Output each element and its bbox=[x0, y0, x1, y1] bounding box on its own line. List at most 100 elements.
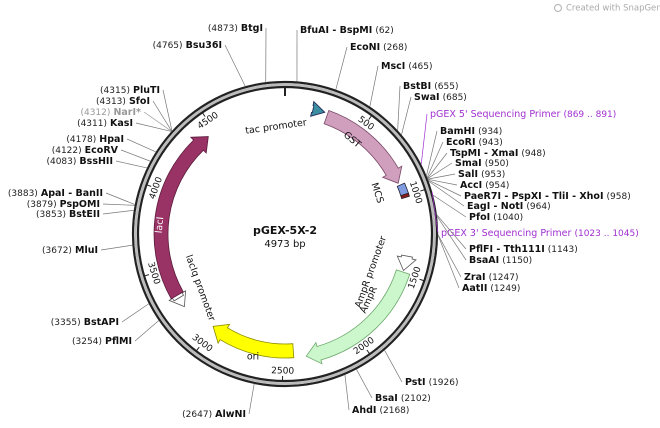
site-leader bbox=[427, 152, 448, 179]
site-name: AatII bbox=[462, 283, 487, 294]
site-leader bbox=[436, 214, 467, 250]
site-label: TspMI - XmaI (948) bbox=[450, 148, 546, 159]
site-leader bbox=[248, 383, 255, 415]
site-name: KasI bbox=[110, 118, 133, 129]
site-position: (3355) bbox=[51, 318, 81, 328]
site-leader bbox=[344, 374, 350, 411]
site-name: SalI bbox=[458, 169, 478, 180]
site-name: SfoI bbox=[129, 96, 150, 107]
site-label: AhdI (2168) bbox=[352, 405, 409, 416]
site-name: EcoNI bbox=[350, 42, 380, 53]
site-name: BsaI bbox=[375, 393, 398, 404]
site-label: SalI (953) bbox=[458, 169, 505, 180]
site-label: EcoNI (268) bbox=[350, 42, 407, 53]
site-name: BamHI bbox=[440, 126, 475, 137]
site-name: pGEX 3' Sequencing Primer bbox=[441, 228, 572, 239]
tick-mark bbox=[368, 115, 373, 120]
site-position: (268) bbox=[383, 43, 407, 53]
site-leader bbox=[152, 100, 172, 132]
watermark: Created with SnapGene® bbox=[566, 4, 660, 14]
site-position: (3883) bbox=[8, 189, 38, 199]
site-name: EagI - NotI bbox=[467, 201, 523, 212]
site-name: PspOMI bbox=[60, 199, 100, 210]
site-label: SmaI (950) bbox=[455, 158, 509, 169]
site-name: pGEX 5' Sequencing Primer bbox=[430, 109, 561, 120]
site-label: AatII (1249) bbox=[462, 283, 520, 294]
site-name: EcoRI bbox=[446, 137, 476, 148]
site-leader bbox=[432, 194, 467, 218]
feature-arrow bbox=[310, 100, 326, 117]
site-position: (4313) bbox=[96, 97, 126, 107]
site-label: (4873) BtgI bbox=[208, 23, 263, 34]
site-name: BstEII bbox=[69, 209, 100, 220]
site-leader bbox=[102, 203, 135, 206]
site-position: (943) bbox=[479, 138, 503, 148]
site-leader bbox=[384, 350, 403, 383]
site-position: (1247) bbox=[489, 273, 519, 283]
site-leader bbox=[437, 234, 462, 278]
site-leader bbox=[105, 192, 135, 205]
site-label: PstI (1926) bbox=[405, 377, 459, 388]
site-position: (685) bbox=[443, 93, 467, 103]
site-label: pGEX 5' Sequencing Primer (869 .. 891) bbox=[430, 109, 616, 120]
site-label: BfuAI - BspMI (62) bbox=[300, 25, 394, 36]
site-label: BamHI (934) bbox=[440, 126, 502, 137]
site-position: (1023 .. 1045) bbox=[574, 229, 638, 239]
feature-arrow bbox=[400, 192, 410, 200]
site-leader bbox=[121, 303, 150, 323]
feature-arrow bbox=[323, 109, 403, 184]
site-label: (3254) PflMI bbox=[72, 336, 132, 347]
site-leader bbox=[428, 179, 462, 197]
site-position: (4122) bbox=[52, 146, 82, 156]
site-leader bbox=[100, 244, 133, 251]
ring-fill bbox=[134, 83, 436, 385]
plasmid-length: 4973 bp bbox=[264, 239, 305, 250]
tick-mark bbox=[420, 189, 426, 192]
site-leader bbox=[426, 130, 438, 176]
tick-mark bbox=[419, 278, 425, 282]
site-label: ZraI (1247) bbox=[464, 272, 519, 283]
site-name: PaeR7I - PspXI - TliI - XhoI bbox=[464, 191, 603, 202]
feature-arrow bbox=[153, 136, 209, 300]
site-name: BstBI bbox=[403, 81, 431, 92]
site-label: (4178) HpaI bbox=[66, 134, 124, 145]
site-position: (3254) bbox=[72, 337, 102, 347]
tick-label: 2500 bbox=[271, 366, 294, 376]
site-position: (1249) bbox=[490, 284, 520, 294]
site-label: PaeR7I - PspXI - TliI - XhoI (958) bbox=[464, 191, 631, 202]
site-leader bbox=[102, 209, 134, 215]
site-name: BfuAI - BspMI bbox=[300, 25, 372, 36]
site-leader bbox=[426, 141, 444, 178]
tick-mark bbox=[195, 346, 200, 352]
site-name: BtgI bbox=[241, 23, 263, 34]
site-label: PfoI (1040) bbox=[469, 212, 523, 223]
site-position: (934) bbox=[478, 127, 502, 137]
feature-label: lacI bbox=[154, 216, 167, 234]
watermark-icon bbox=[553, 3, 563, 13]
site-position: (4083) bbox=[46, 157, 76, 167]
site-position: (1926) bbox=[429, 378, 459, 388]
site-leader bbox=[126, 138, 157, 153]
site-name: TspMI - XmaI bbox=[450, 148, 518, 159]
site-position: (958) bbox=[607, 192, 631, 202]
site-label: SwaI (685) bbox=[414, 92, 467, 103]
site-name: ApaI - BanII bbox=[41, 188, 103, 199]
site-position: (4311) bbox=[77, 119, 107, 129]
site-name: MscI bbox=[381, 61, 405, 72]
site-leader bbox=[135, 122, 172, 132]
site-name: AlwNI bbox=[215, 409, 246, 420]
site-name: PflFI - Tth111I bbox=[469, 244, 545, 255]
site-leader bbox=[134, 320, 160, 342]
tick-mark bbox=[146, 184, 152, 187]
site-label: (3879) PspOMI bbox=[27, 199, 100, 210]
site-name: MluI bbox=[75, 245, 98, 256]
site-position: (869 .. 891) bbox=[563, 110, 616, 120]
site-position: (950) bbox=[485, 159, 509, 169]
site-name: PfoI bbox=[469, 212, 490, 223]
site-label: MscI (465) bbox=[381, 61, 433, 72]
site-leader bbox=[436, 215, 467, 261]
site-position: (1143) bbox=[548, 245, 578, 255]
site-position: (2647) bbox=[182, 410, 212, 420]
site-leader bbox=[420, 113, 428, 165]
site-label: (3883) ApaI - BanII bbox=[8, 188, 103, 199]
